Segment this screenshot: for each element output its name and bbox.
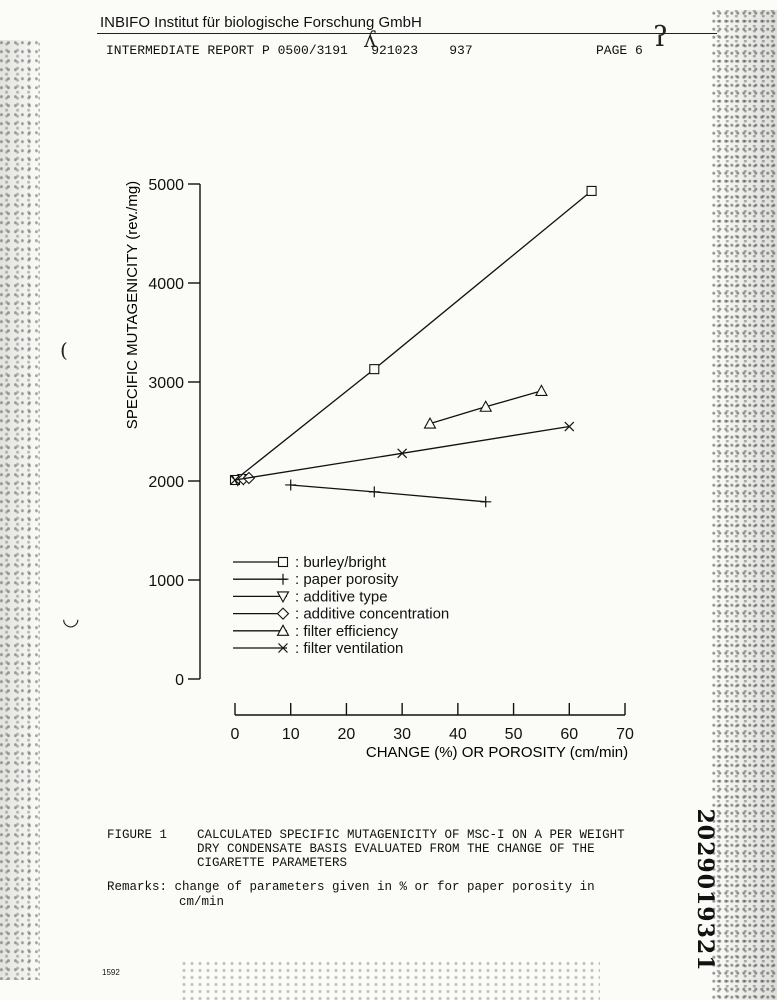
data-point-filter-efficiency: [423, 416, 437, 429]
remarks-line: Remarks: change of parameters given in %…: [107, 880, 595, 894]
y-tick-label: 5000: [148, 177, 184, 194]
legend-label: : filter ventilation: [295, 640, 403, 657]
x-tick-label: 0: [231, 726, 240, 743]
y-tick-label: 0: [175, 672, 184, 689]
report-id: INTERMEDIATE REPORT P 0500/3191 921023 9…: [106, 43, 473, 58]
y-tick-label: 1000: [148, 573, 184, 590]
remarks-line: cm/min: [179, 895, 225, 909]
y-tick-label: 4000: [148, 276, 184, 293]
data-point-paper-porosity: [480, 496, 492, 508]
y-tick-label: 3000: [148, 375, 184, 392]
scan-noise-right: [712, 10, 777, 1000]
y-axis-label: SPECIFIC MUTAGENICITY (rev./mg): [124, 181, 141, 429]
legend-label: : paper porosity: [295, 571, 399, 588]
header-rule: [97, 33, 717, 34]
company-name: INBIFO Institut für biologische Forschun…: [100, 14, 422, 31]
legend-marker: [276, 624, 290, 636]
caption-line: CIGARETTE PARAMETERS: [197, 856, 348, 870]
data-point-filter-efficiency: [479, 400, 493, 412]
footer-code: 1592: [102, 968, 120, 977]
x-tick-label: 20: [338, 726, 356, 743]
x-tick-label: 10: [282, 726, 300, 743]
x-tick-label: 40: [449, 726, 467, 743]
handwritten-question-mark: ʔ: [653, 20, 669, 53]
data-point-filter-ventilation: [397, 448, 408, 459]
series-layer: [229, 185, 597, 508]
scan-noise-bottom: [180, 960, 600, 1000]
document-number: 2029019321: [690, 800, 720, 980]
document-number-text: 2029019321: [692, 808, 718, 972]
x-tick-label: 50: [505, 726, 523, 743]
legend-label: : additive concentration: [295, 606, 449, 623]
x-tick-label: 70: [616, 726, 634, 743]
caption-line: CALCULATED SPECIFIC MUTAGENICITY OF MSC-…: [197, 828, 625, 842]
scan-noise-left: [0, 40, 40, 980]
page-number: PAGE 6: [596, 43, 643, 58]
hole-punch-mark: (: [60, 338, 68, 362]
caption-line: DRY CONDENSATE BASIS EVALUATED FROM THE …: [197, 842, 595, 856]
legend-label: : additive type: [295, 588, 388, 605]
data-point-filter-ventilation: [230, 475, 240, 485]
x-axis-label: CHANGE (%) OR POROSITY (cm/min): [366, 744, 628, 761]
legend: : burley/bright: paper porosity: additiv…: [233, 554, 449, 657]
x-tick-label: 60: [560, 726, 578, 743]
y-tick-label: 2000: [148, 474, 184, 491]
x-axis: 0 10 20 30 40 50 60 70: [231, 703, 634, 743]
remarks: Remarks: change of parameters given in %…: [107, 880, 595, 910]
x-tick-label: 30: [393, 726, 411, 743]
legend-marker: [277, 573, 289, 585]
legend-marker: [276, 591, 290, 604]
figure-label: FIGURE 1: [107, 828, 168, 842]
series-line-burley-bright: [234, 190, 593, 481]
series-line-paper-porosity: [290, 484, 486, 503]
legend-marker: [276, 607, 290, 620]
legend-marker: [277, 556, 289, 568]
legend-label: : filter efficiency: [295, 623, 399, 640]
data-point-burley-bright: [369, 364, 380, 375]
hole-punch-mark: ◡: [62, 606, 80, 630]
data-point-filter-ventilation: [564, 421, 575, 432]
y-axis: 0 1000 2000 3000 4000 5000: [148, 177, 201, 689]
caption-text: CALCULATED SPECIFIC MUTAGENICITY OF MSC-…: [197, 828, 667, 870]
data-point-burley-bright: [586, 185, 597, 196]
data-point-paper-porosity: [285, 479, 297, 491]
legend-marker: [278, 643, 288, 653]
data-point-paper-porosity: [368, 486, 380, 498]
handwritten-mark: ʎ: [364, 28, 377, 53]
legend-label: : burley/bright: [295, 554, 387, 571]
data-point-filter-efficiency: [534, 384, 548, 396]
